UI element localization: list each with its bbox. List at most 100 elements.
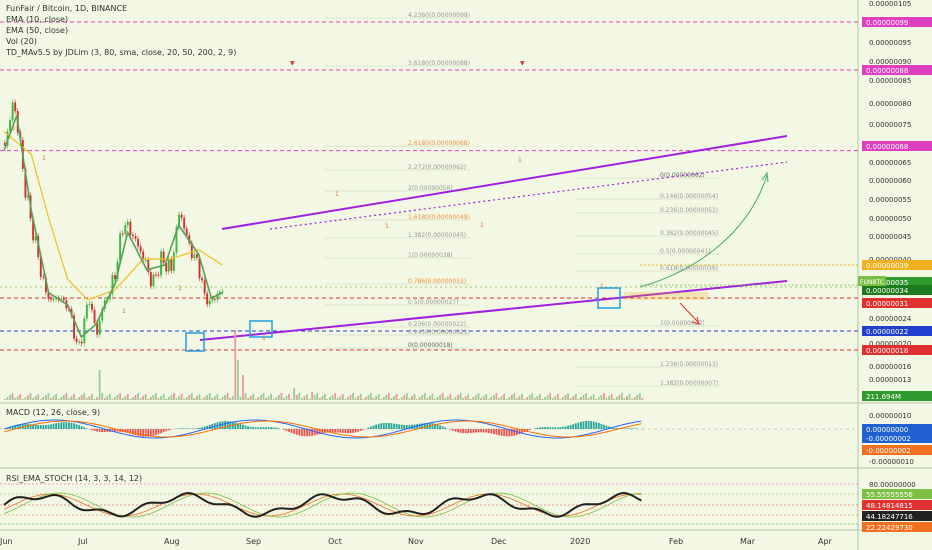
- price-badge-text: 0.00000034: [866, 287, 909, 295]
- candle-body: [175, 227, 178, 253]
- fib-label: 1.382(0.00000007): [660, 380, 718, 387]
- price-tick: 0.00000080: [869, 100, 911, 108]
- volume-bar: [334, 393, 337, 400]
- volume-bar: [480, 398, 482, 400]
- volume-bar: [562, 397, 564, 400]
- volume-bar: [306, 394, 308, 400]
- macd-hist: [600, 423, 603, 429]
- volume-bar: [331, 395, 334, 400]
- ema10-line: [3, 115, 223, 339]
- macd-hist: [444, 427, 447, 429]
- time-tick: Feb: [669, 537, 683, 546]
- volume-bar: [65, 393, 68, 400]
- macd-hist: [14, 424, 17, 429]
- price-badge-text: 0.00000068: [866, 143, 908, 151]
- macd-badge: [862, 424, 932, 434]
- macd-hist: [464, 429, 467, 434]
- volume-bar: [50, 398, 52, 400]
- volume-bar: [16, 396, 19, 400]
- macd-badge: [862, 445, 932, 455]
- volume-bar: [370, 393, 372, 400]
- macd-hist: [623, 428, 626, 429]
- candle-body: [167, 259, 170, 272]
- candle-body: [114, 275, 116, 279]
- volume-bar: [132, 397, 134, 400]
- macd-hist: [139, 429, 142, 437]
- volume-bar: [252, 394, 255, 400]
- macd-hist: [370, 426, 372, 429]
- macd-hist: [165, 429, 168, 432]
- candle-body: [126, 221, 129, 226]
- macd-hist: [352, 429, 354, 433]
- volume-bar: [24, 397, 27, 400]
- ema50-line: [3, 131, 223, 301]
- macd-hist: [170, 429, 173, 430]
- macd-hist: [142, 429, 145, 437]
- macd-hist: [498, 429, 500, 436]
- macd-hist: [277, 428, 280, 429]
- macd-hist: [124, 429, 127, 433]
- price-tick: 0.00000060: [869, 177, 911, 185]
- macd-hist: [577, 422, 580, 429]
- volume-bar: [339, 396, 342, 400]
- candle-body: [98, 320, 101, 335]
- macd-hist: [83, 427, 86, 429]
- volume-bar: [308, 399, 311, 400]
- candle-body: [172, 252, 175, 271]
- volume-bar: [615, 397, 618, 400]
- volume-bar: [423, 393, 426, 400]
- volume-bar: [44, 395, 47, 400]
- candle-body: [9, 119, 12, 132]
- volume-bar: [152, 395, 155, 400]
- volume-bar: [290, 399, 293, 400]
- macd-hist: [628, 428, 631, 429]
- macd-hist: [574, 423, 577, 429]
- time-tick: Mar: [740, 537, 756, 546]
- macd-hist: [160, 429, 162, 434]
- td-marker: 1: [42, 155, 46, 162]
- candle-body: [183, 217, 186, 229]
- volume-bar: [341, 394, 344, 400]
- volume-bar: [408, 398, 411, 400]
- macd-hist: [288, 429, 290, 432]
- volume-bar: [359, 394, 362, 400]
- macd-hist: [190, 428, 193, 429]
- macd-hist: [44, 424, 47, 429]
- volume-bar: [513, 393, 516, 400]
- macd-hist: [85, 428, 88, 429]
- volume-bar: [60, 397, 63, 400]
- macd-hist: [490, 429, 493, 434]
- macd-hist: [295, 429, 298, 435]
- candle-body: [44, 277, 47, 293]
- macd-hist: [198, 427, 201, 429]
- macd-hist: [311, 429, 313, 436]
- macd-hist: [318, 429, 321, 435]
- candle-body: [14, 102, 17, 112]
- candle-body: [193, 254, 196, 259]
- macd-hist: [349, 429, 352, 434]
- channel-lower: [199, 280, 788, 341]
- price-badge: [862, 345, 932, 355]
- candle-body: [52, 299, 55, 301]
- volume-bar: [313, 395, 316, 400]
- macd-hist: [331, 429, 334, 433]
- volume-bar: [454, 397, 457, 400]
- rsi-badge-text: 48.14814815: [866, 502, 913, 510]
- volume-bar: [357, 396, 360, 400]
- volume-bar: [167, 397, 170, 400]
- volume-bar: [42, 397, 45, 400]
- macd-hist: [408, 424, 411, 429]
- candle-body: [129, 221, 132, 235]
- macd-hist: [39, 425, 42, 429]
- signal-line: [3, 420, 642, 438]
- macd-label: MACD (12, 26, close, 9): [6, 408, 101, 417]
- macd-hist: [196, 428, 198, 429]
- symbol-tag-text: FUNBTC: [860, 279, 884, 286]
- price-badge: [862, 326, 932, 336]
- volume-bar: [347, 397, 349, 400]
- volume-bar: [439, 395, 441, 400]
- macd-hist: [595, 422, 598, 429]
- td-marker: 1: [335, 191, 339, 198]
- volume-bar: [216, 394, 219, 400]
